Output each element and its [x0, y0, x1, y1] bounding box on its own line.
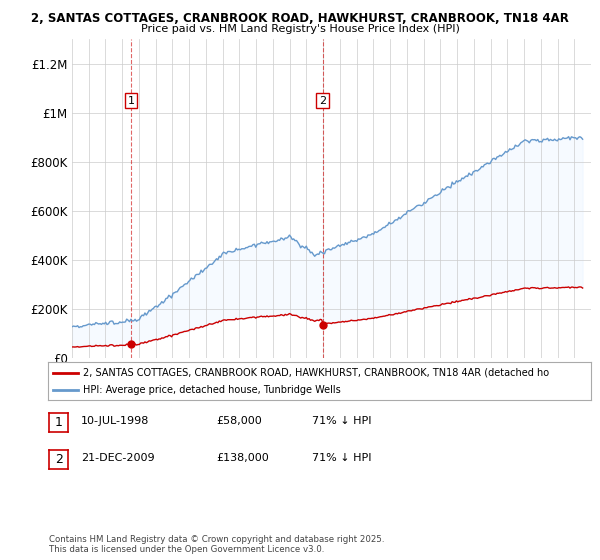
Text: 71% ↓ HPI: 71% ↓ HPI [312, 452, 371, 463]
Text: Price paid vs. HM Land Registry's House Price Index (HPI): Price paid vs. HM Land Registry's House … [140, 24, 460, 34]
Text: 1: 1 [55, 416, 63, 430]
Text: 2, SANTAS COTTAGES, CRANBROOK ROAD, HAWKHURST, CRANBROOK, TN18 4AR: 2, SANTAS COTTAGES, CRANBROOK ROAD, HAWK… [31, 12, 569, 25]
Text: HPI: Average price, detached house, Tunbridge Wells: HPI: Average price, detached house, Tunb… [83, 385, 341, 395]
Text: £58,000: £58,000 [216, 416, 262, 426]
Text: 10-JUL-1998: 10-JUL-1998 [81, 416, 149, 426]
Text: 2: 2 [55, 452, 63, 466]
Text: 2, SANTAS COTTAGES, CRANBROOK ROAD, HAWKHURST, CRANBROOK, TN18 4AR (detached ho: 2, SANTAS COTTAGES, CRANBROOK ROAD, HAWK… [83, 368, 550, 378]
Text: 71% ↓ HPI: 71% ↓ HPI [312, 416, 371, 426]
Text: £138,000: £138,000 [216, 452, 269, 463]
Text: 21-DEC-2009: 21-DEC-2009 [81, 452, 155, 463]
Text: 2: 2 [319, 96, 326, 106]
Text: 1: 1 [127, 96, 134, 106]
Text: Contains HM Land Registry data © Crown copyright and database right 2025.
This d: Contains HM Land Registry data © Crown c… [49, 535, 385, 554]
